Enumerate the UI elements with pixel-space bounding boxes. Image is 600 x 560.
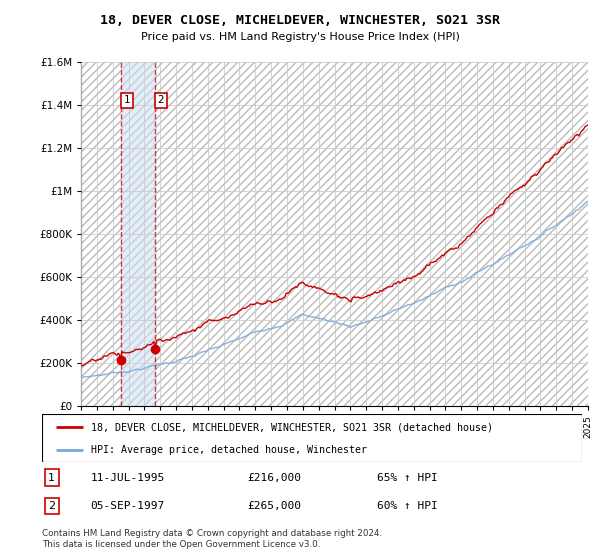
Bar bbox=[81, 62, 588, 406]
Text: 11-JUL-1995: 11-JUL-1995 bbox=[91, 473, 165, 483]
Text: 1: 1 bbox=[48, 473, 55, 483]
Text: 05-SEP-1997: 05-SEP-1997 bbox=[91, 501, 165, 511]
Bar bbox=[121, 62, 155, 406]
Text: 1: 1 bbox=[124, 95, 130, 105]
Text: 65% ↑ HPI: 65% ↑ HPI bbox=[377, 473, 437, 483]
Text: 18, DEVER CLOSE, MICHELDEVER, WINCHESTER, SO21 3SR (detached house): 18, DEVER CLOSE, MICHELDEVER, WINCHESTER… bbox=[91, 422, 493, 432]
Text: Price paid vs. HM Land Registry's House Price Index (HPI): Price paid vs. HM Land Registry's House … bbox=[140, 32, 460, 42]
Text: £216,000: £216,000 bbox=[247, 473, 301, 483]
Text: HPI: Average price, detached house, Winchester: HPI: Average price, detached house, Winc… bbox=[91, 445, 367, 455]
Text: 2: 2 bbox=[48, 501, 55, 511]
Text: £265,000: £265,000 bbox=[247, 501, 301, 511]
Text: 2: 2 bbox=[158, 95, 164, 105]
Text: Contains HM Land Registry data © Crown copyright and database right 2024.
This d: Contains HM Land Registry data © Crown c… bbox=[42, 529, 382, 549]
Text: 18, DEVER CLOSE, MICHELDEVER, WINCHESTER, SO21 3SR: 18, DEVER CLOSE, MICHELDEVER, WINCHESTER… bbox=[100, 14, 500, 27]
Text: 60% ↑ HPI: 60% ↑ HPI bbox=[377, 501, 437, 511]
